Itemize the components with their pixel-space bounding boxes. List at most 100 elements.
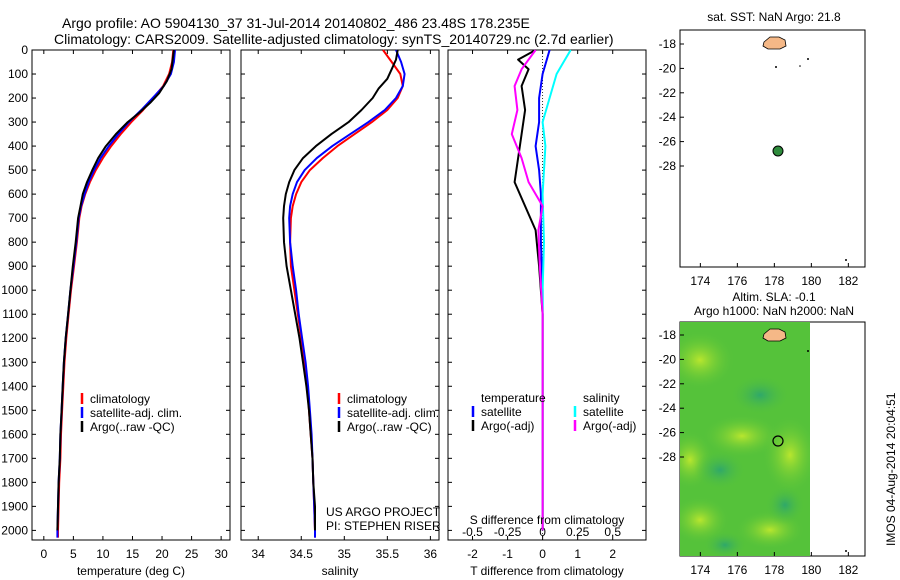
depth-tick-label: 500 (8, 163, 28, 177)
depth-tick-label: 1800 (1, 475, 28, 489)
x-tick-label: 0 (539, 547, 546, 561)
series-line-salinity-argo-adj- (510, 49, 544, 531)
legend-header-temperature: temperature (481, 391, 546, 405)
legend-label-argo: Argo(..raw -QC) (90, 420, 175, 434)
difference-legend: temperature salinity satellite satellite… (471, 391, 636, 433)
map-top-frame (679, 29, 866, 268)
x-tick-label: 36 (424, 547, 438, 561)
depth-tick-label: 1300 (1, 355, 28, 369)
salinity-plot: 34 34.5 35 35.5 36 (241, 49, 439, 561)
depth-tick-label: 200 (8, 91, 28, 105)
x-tick-label: 10 (96, 547, 110, 561)
difference-xlabel-top: S difference from climatology (470, 513, 625, 527)
x-tick-label: -2 (467, 547, 478, 561)
x-tick-label: 30 (214, 547, 228, 561)
map-x-tick-label: 180 (801, 563, 821, 577)
legend-label-temp-argo: Argo(-adj) (481, 419, 534, 433)
depth-tick-label: 1600 (1, 427, 28, 441)
depth-tick-label: 700 (8, 211, 28, 225)
series-line-climatology (57, 49, 175, 538)
x-tick-label: 35.5 (376, 547, 400, 561)
temperature-xlabel: temperature (deg C) (77, 564, 185, 578)
series-line-salinity-satellite (541, 49, 572, 531)
depth-tick-label: 800 (8, 235, 28, 249)
legend-label-climatology: climatology (90, 392, 150, 406)
islet (807, 350, 809, 352)
credit-project: US ARGO PROJECT (326, 505, 441, 519)
float-position-marker (772, 435, 784, 447)
x-tick-label: 15 (126, 547, 140, 561)
map-y-tick-label: -18 (659, 328, 677, 342)
float-position-marker (772, 145, 784, 157)
depth-tick-label: 100 (8, 67, 28, 81)
x-top-tick-label: -0.5 (462, 525, 483, 539)
depth-tick-label: 1200 (1, 331, 28, 345)
difference-xlabel-bottom: T difference from climatology (470, 564, 624, 578)
salinity-xlabel: salinity (322, 564, 359, 578)
x-top-tick-label: -0.25 (494, 525, 522, 539)
map-y-tick-label: -20 (659, 352, 677, 366)
x-top-tick-label: 0.25 (566, 525, 590, 539)
island-shape (762, 328, 787, 342)
map-top-title: sat. SST: NaN Argo: 21.8 (707, 10, 841, 24)
map-y-tick-label: -28 (659, 159, 677, 173)
map-y-tick-label: -26 (659, 426, 677, 440)
map-x-tick-label: 176 (727, 563, 747, 577)
legend-label-sal-argo: Argo(-adj) (583, 419, 636, 433)
x-top-tick-label: 0 (539, 525, 546, 539)
map-x-tick-label: 180 (801, 274, 821, 288)
map-x-tick-label: 178 (764, 563, 784, 577)
islet (775, 66, 777, 68)
map-x-tick-label: 176 (727, 274, 747, 288)
figure-title-line2: Climatology: CARS2009. Satellite-adjuste… (54, 31, 614, 47)
map-y-tick-label: -24 (659, 401, 677, 415)
legend-header-salinity: salinity (583, 391, 620, 405)
map-x-tick-label: 174 (690, 563, 710, 577)
temperature-plot: 0 5 10 15 20 25 30 (32, 49, 230, 561)
x-top-tick-label: 0.5 (604, 525, 621, 539)
credit-pi: PI: STEPHEN RISER (326, 519, 441, 533)
map-y-tick-label: -18 (659, 37, 677, 51)
map-y-tick-label: -20 (659, 61, 677, 75)
x-tick-label: 25 (185, 547, 199, 561)
x-tick-label: 34 (252, 547, 266, 561)
x-tick-label: 34.5 (290, 547, 314, 561)
legend-label-satellite: satellite-adj. clim. (347, 406, 439, 420)
depth-tick-label: 1700 (1, 451, 28, 465)
depth-tick-label: 2000 (1, 523, 28, 537)
depth-axis: 0 100 200 300 400 500 600 700 800 900 1000 1100 1200… (1, 43, 28, 537)
x-tick-label: 0 (40, 547, 47, 561)
islet (799, 65, 801, 67)
x-tick-label: 1 (574, 547, 581, 561)
series-line-argo-raw-qc- (56, 49, 175, 531)
depth-tick-label: 300 (8, 115, 28, 129)
x-tick-label: 2 (609, 547, 616, 561)
series-line-argo-raw-qc- (282, 49, 399, 531)
x-tick-label: -1 (502, 547, 513, 561)
island-shape (762, 36, 787, 50)
map-y-tick-label: -26 (659, 135, 677, 149)
map-bottom-title-line1: Altim. SLA: -0.1 (732, 290, 816, 304)
map-y-tick-label: -22 (659, 377, 677, 391)
map-y-tick-label: -22 (659, 86, 677, 100)
legend-label-temp-satellite: satellite (481, 405, 522, 419)
map-x-tick-label: 182 (838, 274, 858, 288)
depth-tick-label: 900 (8, 259, 28, 273)
depth-tick-label: 1000 (1, 283, 28, 297)
depth-tick-label: 1900 (1, 499, 28, 513)
map-bottom-title-line2: Argo h1000: NaN h2000: NaN (694, 304, 854, 318)
map-x-tick-label: 178 (764, 274, 784, 288)
temperature-legend: climatology satellite-adj. clim. Argo(..… (80, 392, 182, 434)
map-x-tick-label: 182 (838, 563, 858, 577)
legend-label-argo: Argo(..raw -QC) (347, 420, 432, 434)
x-tick-label: 20 (155, 547, 169, 561)
series-line-satellite-adj-clim- (56, 49, 176, 538)
map-y-tick-label: -28 (659, 450, 677, 464)
sla-field (680, 322, 810, 556)
depth-tick-label: 1500 (1, 403, 28, 417)
islet (845, 550, 847, 552)
salinity-plot-frame (240, 49, 440, 541)
difference-plot-frame (447, 49, 647, 541)
legend-label-sal-satellite: satellite (583, 405, 624, 419)
